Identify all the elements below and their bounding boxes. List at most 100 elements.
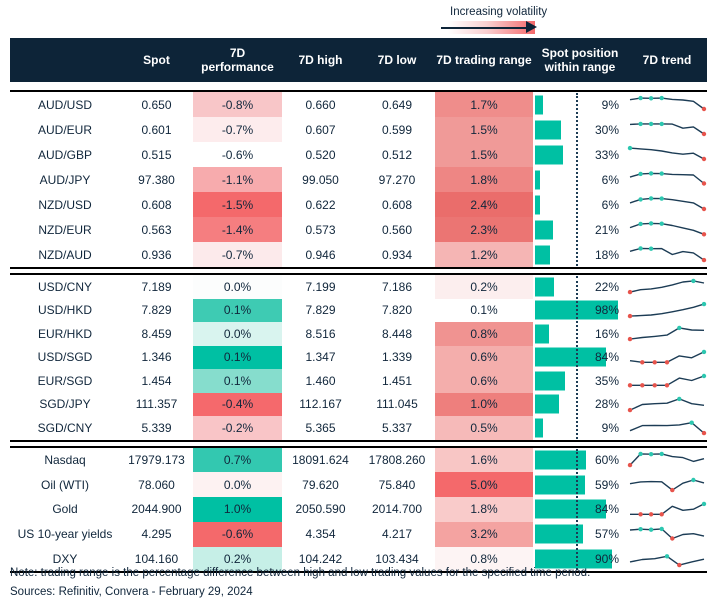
position-percent: 9%	[601, 97, 619, 112]
high-value: 18091.624	[292, 452, 349, 467]
position-bar	[535, 418, 543, 438]
trading-range-cell: 1.2%	[435, 242, 533, 267]
high-value: 0.573	[305, 222, 336, 237]
performance-cell: 0.0%	[193, 275, 282, 299]
performance-cell: -0.6%	[193, 142, 282, 167]
position-percent: 16%	[594, 326, 619, 341]
spot-value: 4.295	[141, 527, 172, 542]
performance-cell: -1.4%	[193, 217, 282, 242]
table-row: USD/HKD 7.829 0.1% 7.829 7.820 0.1% 98%	[10, 298, 707, 323]
trend-sparkline	[627, 499, 707, 520]
spot-value: 97.380	[138, 172, 175, 187]
trend-sparkline	[627, 244, 707, 265]
instrument-label: USD/CNY	[37, 279, 92, 294]
performance-cell: -1.5%	[193, 192, 282, 217]
header-trading-range: 7D trading range	[436, 52, 532, 67]
volatility-label: Increasing volatility	[450, 6, 548, 18]
position-bar	[535, 394, 559, 414]
position-bar	[535, 371, 565, 391]
spot-position-cell: 35%	[533, 369, 627, 393]
sparkline-chart	[629, 171, 707, 186]
instrument-label: NZD/USD	[38, 197, 92, 212]
high-value: 99.050	[302, 172, 339, 187]
spot-position-cell: 98%	[533, 299, 627, 323]
spot-value: 0.936	[141, 247, 172, 262]
sparkline-chart	[629, 221, 707, 237]
performance-cell: 0.2%	[193, 546, 282, 572]
spot-position-cell: 84%	[533, 497, 627, 522]
instrument-label: AUD/GBP	[37, 147, 92, 162]
high-value: 8.516	[305, 326, 336, 341]
trading-range-cell: 0.8%	[435, 546, 533, 572]
instrument-label: AUD/USD	[37, 97, 92, 112]
high-value: 0.520	[305, 147, 336, 162]
sparkline-chart	[627, 301, 707, 319]
trend-sparkline	[627, 417, 707, 438]
position-percent: 59%	[594, 477, 619, 492]
high-value: 79.620	[302, 477, 339, 492]
position-bar	[535, 145, 564, 164]
position-percent: 98%	[594, 303, 619, 318]
instrument-label: AUD/JPY	[39, 172, 91, 187]
sparkline-chart	[629, 349, 707, 365]
trend-sparkline	[627, 524, 707, 545]
sparkline-chart	[629, 477, 705, 493]
trend-sparkline	[627, 119, 707, 140]
spot-value: 2044.900	[131, 502, 182, 517]
high-value: 5.365	[305, 420, 336, 435]
instrument-label: US 10-year yields	[17, 527, 113, 542]
low-value: 2014.700	[371, 502, 423, 517]
spot-position-cell: 6%	[533, 192, 627, 217]
instrument-label: EUR/HKD	[37, 326, 92, 341]
trading-range-cell: 0.6%	[435, 369, 533, 393]
low-value: 17808.260	[368, 452, 426, 467]
position-percent: 28%	[594, 397, 619, 412]
spot-position-cell: 90%	[533, 547, 627, 572]
performance-cell: -0.2%	[193, 416, 282, 440]
performance-cell: -0.7%	[193, 242, 282, 267]
high-value: 0.660	[305, 97, 336, 112]
table-header: Spot 7D performance 7D high 7D low 7D tr…	[10, 38, 707, 82]
header-trend: 7D trend	[642, 52, 692, 67]
low-value: 75.840	[378, 477, 416, 492]
performance-cell: 0.0%	[193, 472, 282, 498]
low-value: 0.608	[381, 197, 413, 212]
trend-sparkline	[627, 370, 707, 391]
header-high: 7D high	[298, 52, 343, 67]
spot-position-cell: 9%	[533, 92, 627, 117]
low-value: 8.448	[381, 326, 413, 341]
position-bar	[535, 245, 551, 264]
header-low: 7D low	[377, 52, 417, 67]
table-row: SGD/JPY 111.357 -0.4% 112.167 111.045 1.…	[10, 392, 707, 416]
position-bar	[535, 475, 586, 495]
trend-sparkline	[627, 300, 707, 321]
spot-value: 0.601	[141, 122, 172, 137]
position-percent: 84%	[594, 350, 619, 365]
spot-position-cell: 57%	[533, 522, 627, 547]
table-row: Nasdaq 17979.173 0.7% 18091.624 17808.26…	[10, 447, 707, 473]
spot-position-cell: 30%	[533, 117, 627, 142]
trend-sparkline	[627, 549, 707, 570]
high-value: 0.622	[305, 197, 336, 212]
trend-sparkline	[627, 144, 707, 165]
position-bar	[535, 170, 541, 189]
high-value: 104.242	[298, 552, 343, 567]
high-value: 7.829	[305, 303, 336, 318]
spot-position-cell: 22%	[533, 275, 627, 299]
instrument-label: NZD/AUD	[38, 247, 92, 262]
performance-cell: 0.1%	[193, 298, 282, 322]
trading-range-cell: 0.5%	[435, 416, 533, 440]
low-value: 0.560	[381, 222, 413, 237]
high-value: 7.199	[305, 279, 336, 294]
sparkline-chart	[627, 374, 707, 388]
position-bar	[535, 324, 549, 344]
table-row: USD/CNY 7.189 0.0% 7.199 7.186 0.2% 22%	[10, 275, 707, 299]
sparkline-chart	[629, 196, 707, 212]
performance-cell: 0.1%	[193, 345, 282, 369]
arrow-line	[441, 26, 527, 29]
position-percent: 22%	[594, 279, 619, 294]
arrow-head-icon	[526, 21, 537, 33]
table-group-commodities-indices: Nasdaq 17979.173 0.7% 18091.624 17808.26…	[10, 445, 707, 574]
low-value: 97.270	[378, 172, 416, 187]
spot-value: 5.339	[141, 420, 172, 435]
